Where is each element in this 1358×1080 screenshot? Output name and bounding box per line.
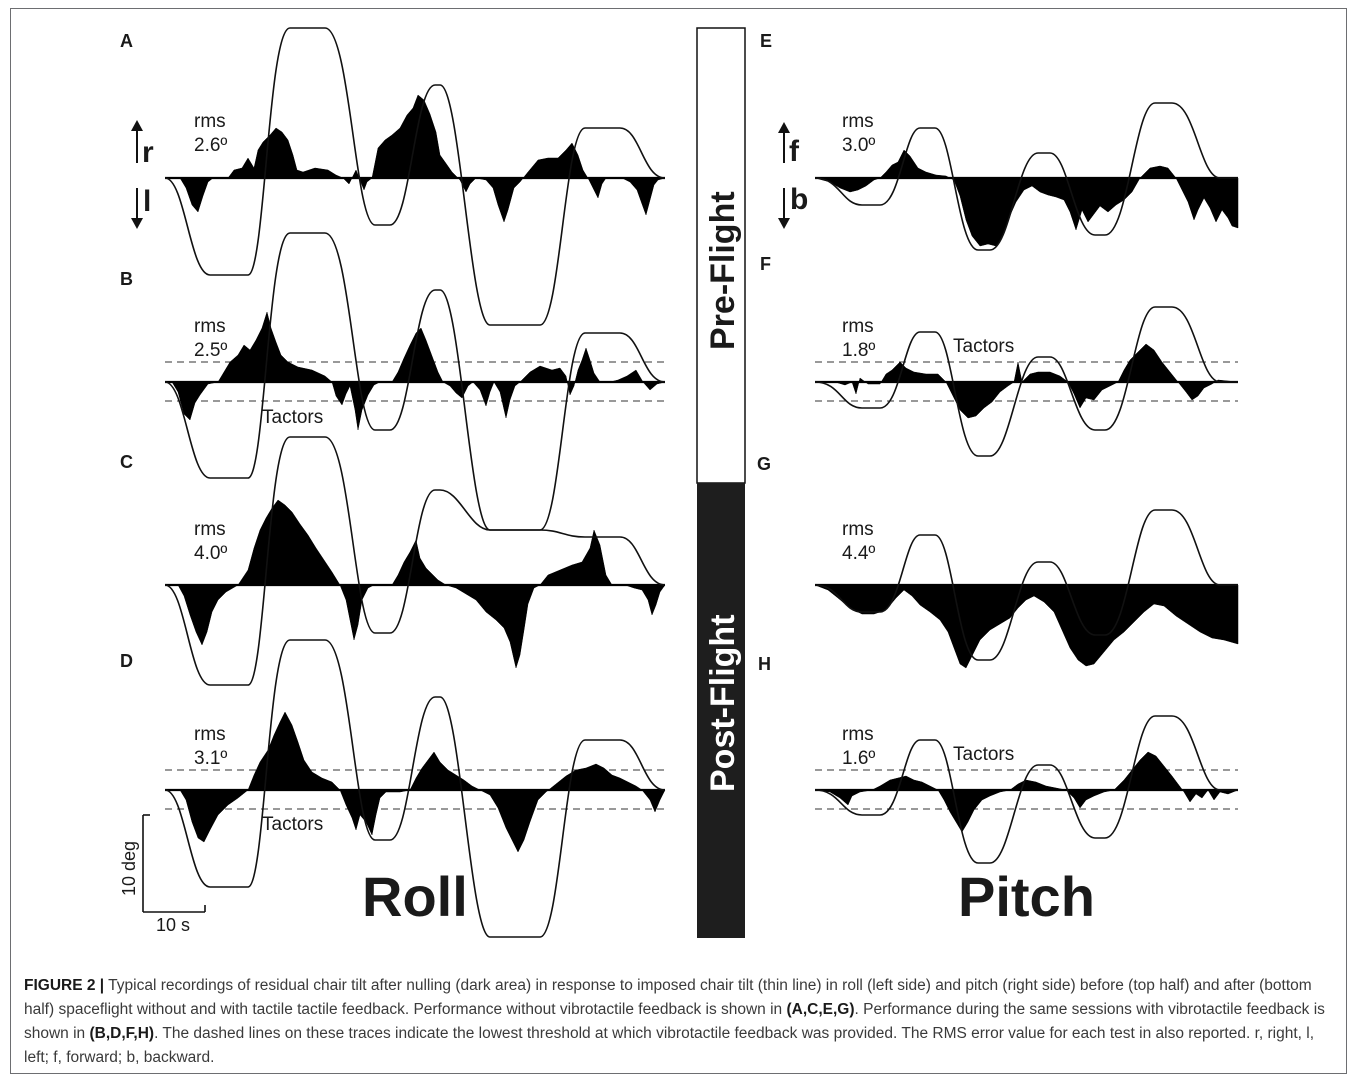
panel-letter-e: E — [760, 31, 772, 51]
residual-trace-g — [814, 584, 1239, 669]
pre-flight-bar — [696, 27, 746, 484]
rms-label-f: rms — [842, 316, 874, 337]
tactors-label-d: Tactors — [262, 814, 323, 835]
stimulus-trace-b — [164, 232, 666, 531]
residual-trace-e — [814, 149, 1239, 247]
tactors-label-f: Tactors — [953, 336, 1014, 357]
rms-label-e: rms — [842, 111, 874, 132]
pitch-title: Pitch — [958, 865, 1095, 928]
rms-value-f: 1.8º — [842, 340, 875, 361]
post-flight-label: Post-Flight — [704, 614, 742, 792]
stimulus-trace-f — [814, 306, 1238, 457]
roll-direction-legend: r l — [131, 120, 154, 229]
caption-label: FIGURE 2 | — [24, 977, 105, 994]
stimulus-trace-e — [814, 102, 1238, 251]
post-flight-bar — [697, 483, 745, 938]
panel-letter-h: H — [758, 654, 771, 674]
rms-value-c: 4.0º — [194, 543, 227, 564]
tactors-label-b: Tactors — [262, 407, 323, 428]
rms-label-b: rms — [194, 316, 226, 337]
stimulus-trace-a — [164, 27, 666, 326]
caption-ref-1: (A,C,E,G) — [786, 1001, 855, 1018]
rms-label-c: rms — [194, 519, 226, 540]
panel-letter-g: G — [757, 454, 771, 474]
residual-trace-a — [165, 94, 666, 223]
figure-graphic: A rms 2.6º r l B rms 2.5º Tactors C rms … — [119, 27, 1239, 938]
direction-left: l — [143, 185, 151, 218]
caption-text-3: . The dashed lines on these traces indic… — [24, 1025, 1315, 1066]
panel-letter-c: C — [120, 452, 133, 472]
rms-label-h: rms — [842, 724, 874, 745]
direction-forward: f — [789, 135, 800, 168]
tactors-label-h: Tactors — [953, 744, 1014, 765]
caption-text-2: . Performance during the same sessions w… — [24, 1001, 1325, 1042]
caption-ref-2: (B,D,F,H) — [89, 1025, 155, 1042]
residual-trace-b — [165, 311, 666, 431]
rms-value-g: 4.4º — [842, 543, 875, 564]
caption-text-1: Typical recordings of residual chair til… — [24, 977, 1312, 1018]
rms-value-a: 2.6º — [194, 135, 227, 156]
stimulus-trace-c — [164, 436, 666, 686]
stimulus-trace-h — [814, 715, 1238, 864]
arrow-up-icon — [778, 122, 790, 133]
rms-label-d: rms — [194, 724, 226, 745]
arrow-up-icon — [131, 120, 143, 131]
residual-trace-h — [814, 751, 1239, 833]
roll-title: Roll — [362, 865, 468, 928]
rms-label-g: rms — [842, 519, 874, 540]
pitch-direction-legend: f b — [778, 122, 808, 229]
residual-trace-d — [165, 711, 666, 853]
figure-frame — [10, 8, 1347, 1074]
panel-letter-f: F — [760, 254, 771, 274]
panel-letter-d: D — [120, 651, 133, 671]
pre-flight-label: Pre-Flight — [704, 191, 742, 350]
panel-letter-b: B — [120, 269, 133, 289]
rms-value-d: 3.1º — [194, 748, 227, 769]
stimulus-trace-g — [814, 509, 1238, 661]
rms-label-a: rms — [194, 111, 226, 132]
scale-bar-horizontal-label: 10 s — [156, 915, 190, 935]
direction-right: r — [142, 136, 154, 169]
panel-letter-a: A — [120, 31, 133, 51]
rms-value-h: 1.6º — [842, 748, 875, 769]
rms-value-b: 2.5º — [194, 340, 227, 361]
arrow-down-icon — [778, 218, 790, 229]
arrow-down-icon — [131, 218, 143, 229]
scale-bar-vertical-label: 10 deg — [119, 841, 139, 896]
stimulus-trace-d — [164, 639, 666, 938]
figure-caption: FIGURE 2 | Typical recordings of residua… — [24, 974, 1334, 1070]
scale-bar: 10 deg 10 s — [119, 814, 206, 935]
direction-backward: b — [790, 183, 808, 216]
rms-value-e: 3.0º — [842, 135, 875, 156]
